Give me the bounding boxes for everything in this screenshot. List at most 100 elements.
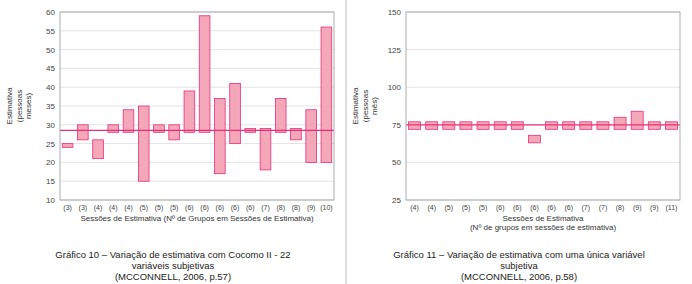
- bars: [60, 16, 334, 181]
- x-tick-label: (9): [307, 204, 316, 212]
- chart: 255075100125150(4)(4)(5)(5)(5)(6)(6)(6)(…: [351, 8, 680, 282]
- y-tick-label: 55: [46, 27, 55, 36]
- y-tick-label: 75: [392, 121, 401, 130]
- bar: [108, 125, 119, 133]
- bar: [563, 122, 575, 130]
- grid-line: [60, 30, 334, 31]
- x-tick-label: (10): [320, 204, 332, 212]
- bar: [409, 122, 421, 130]
- reference-line: [406, 124, 680, 125]
- x-tick-label: (6): [496, 204, 505, 212]
- x-axis-label: Sessões de Estimativa (Nº de Grupos em S…: [80, 214, 314, 223]
- bar: [199, 16, 210, 133]
- x-tick-label: (5): [155, 204, 164, 212]
- plot-frame: [406, 12, 680, 200]
- bar: [597, 122, 609, 130]
- grid-line: [406, 162, 680, 163]
- x-tick-label: (4): [410, 204, 419, 212]
- x-tick-label: (6): [547, 204, 556, 212]
- panel-divider: [346, 0, 347, 284]
- bar: [154, 125, 165, 133]
- grid-line: [406, 87, 680, 88]
- bar: [460, 122, 472, 130]
- grid-line: [60, 162, 334, 163]
- bar: [511, 122, 523, 130]
- bar: [184, 91, 195, 132]
- bars: [406, 111, 680, 143]
- x-tick-label: (7): [599, 204, 608, 212]
- x-tick-label: (4): [427, 204, 436, 212]
- bar: [528, 135, 540, 143]
- bar: [230, 83, 241, 143]
- x-tick-label: (5): [479, 204, 488, 212]
- bar: [665, 122, 677, 130]
- plot-frame: [60, 12, 334, 200]
- chart-title: Gráfico 11 – Variação de estimativa com …: [393, 249, 645, 282]
- x-tick-label: (6): [216, 204, 225, 212]
- x-tick-label: (4): [109, 204, 118, 212]
- background: [0, 0, 692, 284]
- grid-line: [60, 181, 334, 182]
- grid-line: [60, 87, 334, 88]
- x-tick-label: (5): [170, 204, 179, 212]
- x-tick-label: (6): [200, 204, 209, 212]
- x-tick-label: (6): [246, 204, 255, 212]
- bar: [477, 122, 489, 130]
- y-tick-label: 60: [46, 8, 55, 17]
- x-tick-label: (3): [79, 204, 88, 212]
- figure: 1015202530354045505560(3)(3)(4)(4)(4)(5)…: [0, 0, 692, 284]
- bar: [494, 122, 506, 130]
- x-tick-label: (11): [665, 204, 677, 212]
- y-tick-label: 25: [46, 140, 55, 149]
- y-tick-label: 15: [46, 177, 55, 186]
- y-tick-label: 50: [46, 46, 55, 55]
- reference-line: [60, 130, 334, 131]
- bar: [648, 122, 660, 130]
- y-tick-label: 100: [388, 83, 402, 92]
- grid-line: [60, 68, 334, 69]
- grid-line: [60, 49, 334, 50]
- x-tick-label: (9): [633, 204, 642, 212]
- x-tick-label: (5): [139, 204, 148, 212]
- x-tick-label: (6): [513, 204, 522, 212]
- y-tick-label: 25: [392, 196, 401, 205]
- grid-line: [406, 49, 680, 50]
- y-tick-label: 35: [46, 102, 55, 111]
- y-axis-label: Estimativa(pessoasmeses): [5, 87, 33, 124]
- grid-line: [406, 124, 680, 125]
- bar: [123, 110, 134, 133]
- x-tick-label: (7): [261, 204, 270, 212]
- y-tick-label: 45: [46, 64, 55, 73]
- x-tick-label: (8): [292, 204, 301, 212]
- y-axis-label: Estimativa(pessoasmês): [351, 87, 379, 124]
- bar: [138, 106, 149, 181]
- grid-line: [60, 106, 334, 107]
- y-tick-label: 125: [388, 46, 402, 55]
- x-tick-label: (6): [185, 204, 194, 212]
- bar: [93, 140, 104, 159]
- bar: [426, 122, 438, 130]
- bar: [260, 129, 271, 170]
- x-tick-label: (6): [231, 204, 240, 212]
- bar: [631, 111, 643, 129]
- bar: [306, 110, 317, 163]
- bar: [546, 122, 558, 130]
- x-tick-label: (5): [462, 204, 471, 212]
- x-tick-label: (8): [616, 204, 625, 212]
- x-tick-label: (6): [564, 204, 573, 212]
- bar: [169, 125, 180, 140]
- x-tick-label: (4): [124, 204, 133, 212]
- bar: [275, 98, 286, 132]
- y-tick-label: 150: [388, 8, 402, 17]
- bar: [321, 27, 332, 162]
- y-tick-label: 50: [392, 158, 401, 167]
- grid-line: [60, 124, 334, 125]
- x-tick-label: (7): [582, 204, 591, 212]
- bar: [78, 125, 89, 140]
- x-tick-label: (6): [530, 204, 539, 212]
- chart-title: Gráfico 10 – Variação de estimativa com …: [55, 249, 290, 282]
- x-tick-label: (3): [63, 204, 72, 212]
- bar: [62, 144, 73, 148]
- bar: [443, 122, 455, 130]
- chart: 1015202530354045505560(3)(3)(4)(4)(4)(5)…: [5, 8, 334, 282]
